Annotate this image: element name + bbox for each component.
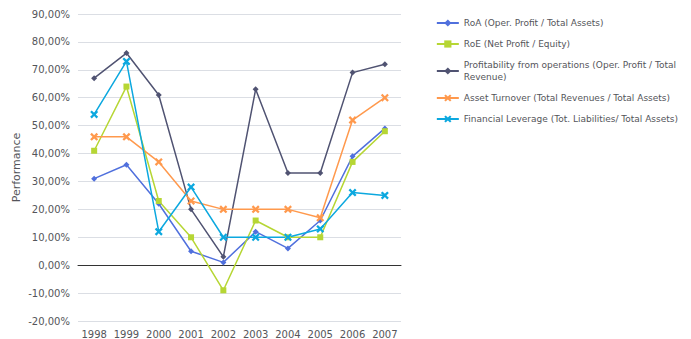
svg-text:40,00%: 40,00%	[32, 148, 70, 159]
svg-text:50,00%: 50,00%	[32, 120, 70, 131]
svg-text:20,00%: 20,00%	[32, 204, 70, 215]
svg-text:Asset Turnover (Total Revenues: Asset Turnover (Total Revenues / Total A…	[464, 93, 670, 103]
svg-text:Financial Leverage (Tot. Liabi: Financial Leverage (Tot. Liabilities/ To…	[464, 114, 678, 124]
svg-text:2007: 2007	[372, 329, 397, 339]
svg-text:60,00%: 60,00%	[32, 92, 70, 103]
svg-text:80,00%: 80,00%	[32, 36, 70, 47]
svg-text:Profitability from operations: Profitability from operations (Oper. Pro…	[464, 60, 676, 70]
svg-text:70,00%: 70,00%	[32, 64, 70, 75]
svg-text:2004: 2004	[275, 329, 300, 339]
svg-text:2005: 2005	[308, 329, 333, 339]
svg-text:0,00%: 0,00%	[38, 260, 70, 271]
svg-text:2006: 2006	[340, 329, 365, 339]
svg-text:2003: 2003	[243, 329, 268, 339]
svg-text:2000: 2000	[146, 329, 171, 339]
svg-text:-10,00%: -10,00%	[28, 288, 70, 299]
svg-text:RoE (Net Profit / Equity): RoE (Net Profit / Equity)	[464, 39, 570, 49]
svg-text:1998: 1998	[81, 329, 106, 339]
svg-text:RoA (Oper. Profit / Total Asse: RoA (Oper. Profit / Total Assets)	[464, 18, 604, 28]
svg-text:30,00%: 30,00%	[32, 176, 70, 187]
svg-text:10,00%: 10,00%	[32, 232, 70, 243]
svg-text:90,00%: 90,00%	[32, 9, 70, 20]
svg-text:Revenue): Revenue)	[464, 72, 507, 82]
svg-text:-20,00%: -20,00%	[28, 316, 70, 327]
svg-text:Performance: Performance	[10, 132, 23, 202]
svg-text:1999: 1999	[114, 329, 139, 339]
svg-text:2002: 2002	[211, 329, 236, 339]
svg-text:2001: 2001	[178, 329, 203, 339]
